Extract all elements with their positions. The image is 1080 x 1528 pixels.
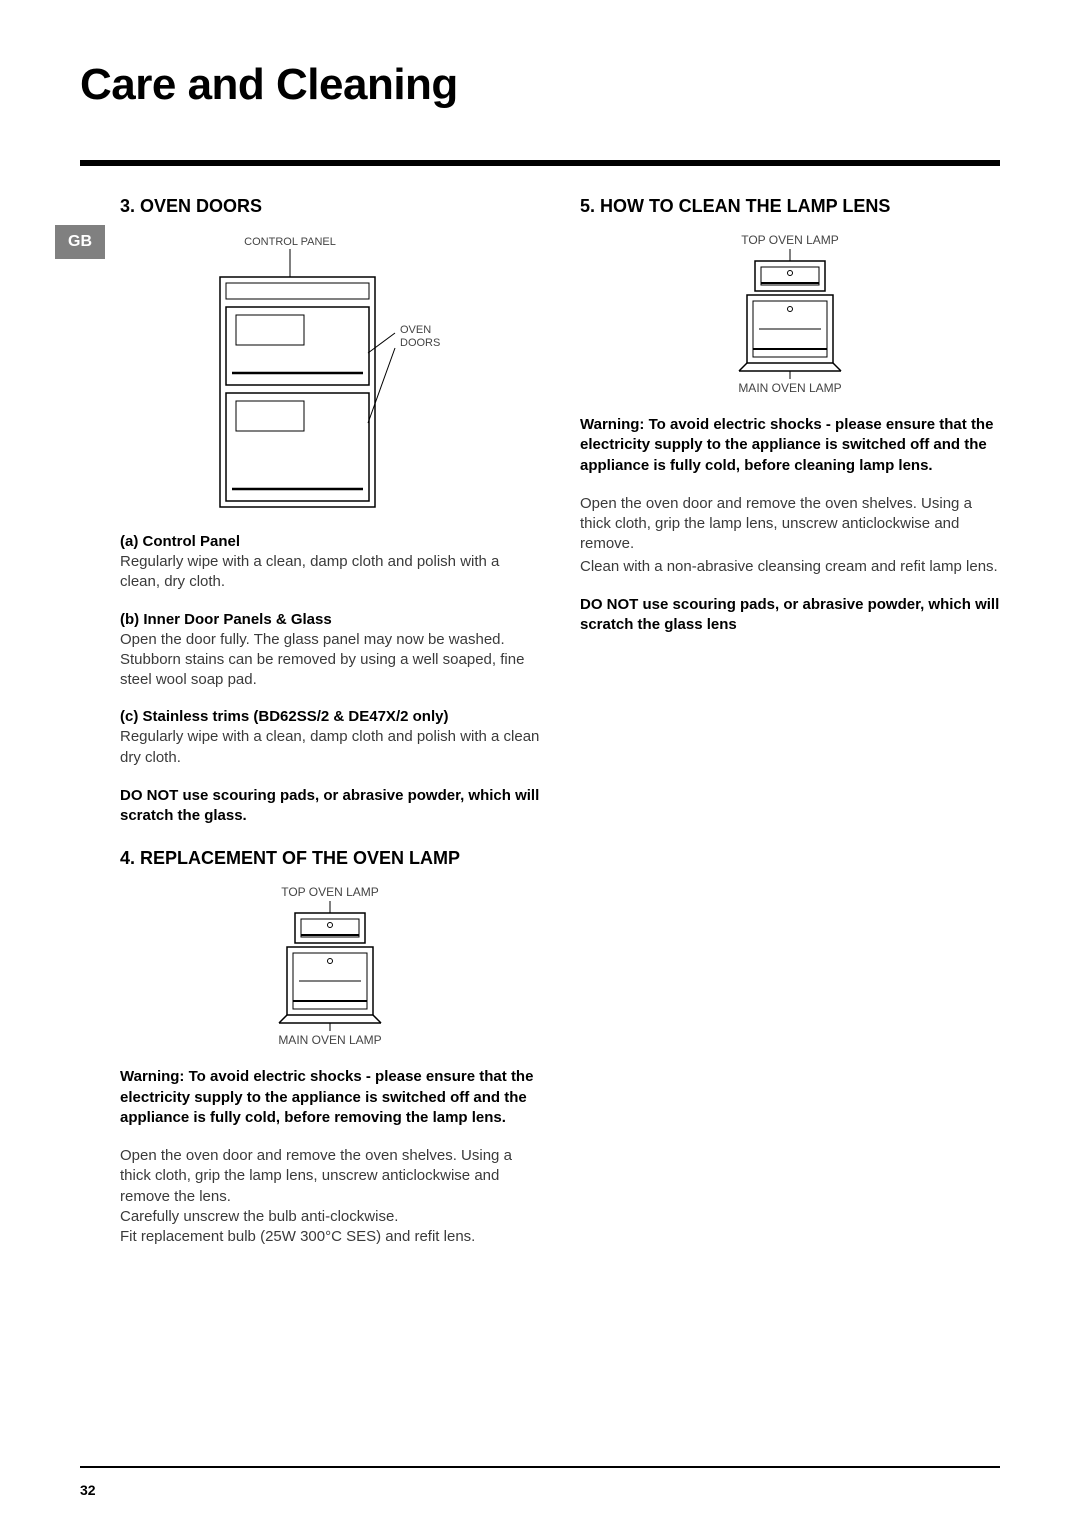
stainless-sub: (c) Stainless trims (BD62SS/2 & DE47X/2 … [120,708,540,725]
s5-lens-warning: DO NOT use scouring pads, or abrasive po… [580,595,1000,636]
stainless-body: Regularly wipe with a clean, damp cloth … [120,727,540,768]
footer-rule [80,1466,1000,1468]
svg-text:CONTROL PANEL: CONTROL PANEL [244,236,336,248]
s4-warning: Warning: To avoid electric shocks - plea… [120,1067,540,1128]
content-columns: 3. OVEN DOORS CONTROL PANEL [80,196,1000,1247]
page-root: Care and Cleaning GB 3. OVEN DOORS CONTR… [0,0,1080,1287]
lamp5-bottom-label: MAIN OVEN LAMP [580,381,1000,395]
left-column: 3. OVEN DOORS CONTROL PANEL [80,196,540,1247]
glass-warning: DO NOT use scouring pads, or abrasive po… [120,786,540,827]
lamp-diagram-5: TOP OVEN LAMP MAIN O [580,233,1000,395]
control-panel-body: Regularly wipe with a clean, damp cloth … [120,552,540,593]
inner-door-sub: (b) Inner Door Panels & Glass [120,611,540,628]
s5-body1: Open the oven door and remove the oven s… [580,494,1000,555]
lamp5-svg [725,249,855,379]
section-5-heading: 5. HOW TO CLEAN THE LAMP LENS [580,196,1000,217]
title-rule [80,160,1000,166]
language-tab: GB [55,225,105,259]
section-4-heading: 4. REPLACEMENT OF THE OVEN LAMP [120,848,540,869]
svg-text:OVEN: OVEN [400,324,431,336]
svg-text:DOORS: DOORS [400,337,440,349]
inner-door-body: Open the door fully. The glass panel may… [120,630,540,691]
oven-doors-svg: CONTROL PANEL [190,233,470,513]
lamp4-top-label: TOP OVEN LAMP [120,885,540,899]
page-title: Care and Cleaning [80,60,1000,110]
lamp-diagram-4: TOP OVEN LAMP [120,885,540,1047]
control-panel-sub: (a) Control Panel [120,533,540,550]
lamp5-top-label: TOP OVEN LAMP [580,233,1000,247]
lamp4-svg [265,901,395,1031]
lamp4-bottom-label: MAIN OVEN LAMP [120,1033,540,1047]
s4-body: Open the oven door and remove the oven s… [120,1146,540,1247]
oven-doors-diagram: CONTROL PANEL [120,233,540,513]
right-column: 5. HOW TO CLEAN THE LAMP LENS TOP OVEN L… [580,196,1000,1247]
s5-warning: Warning: To avoid electric shocks - plea… [580,415,1000,476]
section-3-heading: 3. OVEN DOORS [120,196,540,217]
s5-body2: Clean with a non-abrasive cleansing crea… [580,557,1000,577]
page-number: 32 [80,1482,96,1498]
